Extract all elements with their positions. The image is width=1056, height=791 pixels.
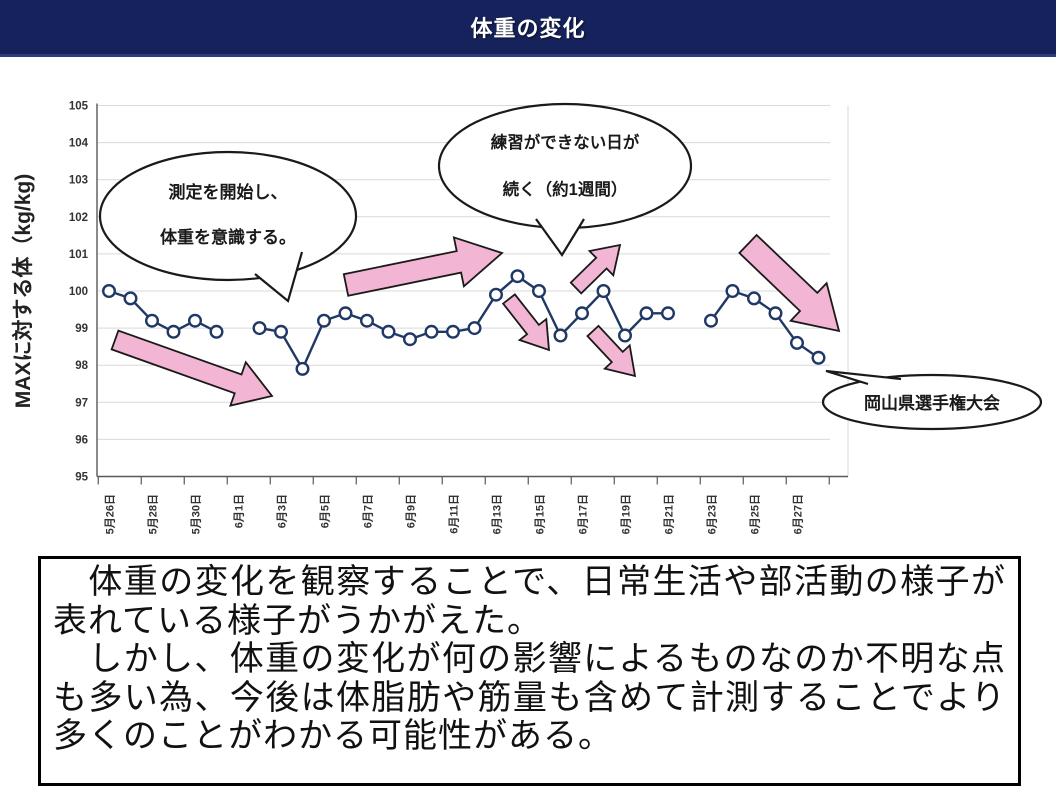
data-point — [403, 332, 418, 347]
data-point — [790, 335, 805, 350]
weight-series — [101, 269, 826, 376]
callout-start-measurement: 測定を開始し、 体重を意識する。 — [98, 150, 358, 303]
x-tick-label: 6月23日 — [706, 494, 719, 534]
data-point — [618, 328, 633, 343]
callout-bubble — [821, 373, 1043, 431]
y-tick-label: 98 — [75, 360, 88, 372]
y-tick-label: 96 — [75, 434, 88, 446]
callout-bubble — [98, 150, 358, 282]
trend-arrow-down-2 — [501, 293, 551, 352]
data-point — [575, 306, 590, 321]
x-tick-label: 5月30日 — [190, 494, 203, 534]
weight-chart: 105 104 103 102 101 100 99 98 97 96 95 5月26日 5月28日 5… — [0, 85, 1056, 555]
data-point — [553, 328, 568, 343]
callout-text-line: 続く（約1週間） — [503, 179, 628, 199]
data-point — [446, 324, 461, 339]
data-point — [747, 291, 762, 306]
x-tick-label: 6月3日 — [276, 494, 289, 528]
y-tick-label: 103 — [69, 175, 88, 187]
y-tick-label: 104 — [69, 138, 89, 150]
data-point — [360, 313, 375, 328]
data-point — [252, 321, 267, 336]
data-point — [424, 324, 439, 339]
x-tick-label: 6月7日 — [362, 494, 375, 528]
data-point — [166, 324, 181, 339]
x-tick-label: 6月15日 — [534, 494, 547, 534]
data-point — [532, 283, 547, 298]
data-point — [768, 306, 783, 321]
data-point — [704, 313, 719, 328]
data-point — [274, 324, 289, 339]
y-tick-label: 97 — [75, 397, 88, 409]
callout-no-practice: 練習ができない日が 続く（約1週間） — [437, 102, 693, 257]
x-tick-label: 6月19日 — [620, 494, 633, 534]
data-point — [295, 361, 310, 376]
y-tick-label: 101 — [69, 249, 89, 261]
data-point — [317, 313, 332, 328]
data-point — [661, 306, 676, 321]
data-point — [467, 321, 482, 336]
slide-title: 体重の変化 — [470, 16, 586, 41]
y-tick-label: 100 — [69, 286, 88, 298]
data-point — [811, 350, 826, 365]
y-tick-label: 95 — [75, 472, 88, 484]
x-tick-labels: 5月26日 5月28日 5月30日 6月1日 6月3日 6月5日 6月7日 6月9日 6月11日… — [104, 494, 805, 534]
y-tick-label: 102 — [69, 212, 88, 224]
data-point — [209, 324, 224, 339]
x-tick-label: 6月17日 — [577, 494, 590, 534]
trend-arrow-down-3 — [586, 324, 637, 378]
data-point — [639, 306, 654, 321]
trend-arrow-up-2 — [569, 243, 622, 295]
y-tick-label: 99 — [75, 323, 88, 335]
x-tick-label: 6月1日 — [233, 494, 246, 528]
x-tick-label: 6月5日 — [319, 494, 332, 528]
x-tick-label: 5月28日 — [147, 494, 160, 534]
trend-arrow-down-4 — [738, 233, 841, 333]
callout-bubble — [437, 102, 693, 230]
x-tick-label: 6月13日 — [491, 494, 504, 534]
x-tick-label: 6月21日 — [663, 494, 676, 534]
x-tick-label: 6月27日 — [792, 494, 805, 534]
data-point — [338, 306, 353, 321]
data-point — [489, 287, 504, 302]
callout-tournament: 岡山県選手権大会 — [821, 369, 1043, 431]
axes — [96, 103, 848, 485]
callout-text-line: 測定を開始し、 — [169, 182, 288, 202]
x-tick-label: 5月26日 — [104, 494, 117, 534]
trend-arrow-up-1 — [342, 236, 504, 297]
slide-title-bar: 体重の変化 — [0, 0, 1056, 57]
callout-tail — [825, 369, 902, 386]
summary-text-box: 体重の変化を観察することで、日常生活や部活動の様子が表れている様子がうかがえた。… — [38, 556, 1021, 786]
x-tick-label: 6月9日 — [405, 494, 418, 528]
x-tick-label: 6月25日 — [749, 494, 762, 534]
data-point — [123, 291, 138, 306]
y-tick-labels: 105 104 103 102 101 100 99 98 97 96 95 — [69, 101, 89, 484]
data-point — [144, 313, 159, 328]
trend-arrows — [110, 233, 841, 407]
callout-text-line: 岡山県選手権大会 — [864, 393, 1000, 413]
callout-text-line: 練習ができない日が — [491, 132, 640, 152]
summary-paragraph: 体重の変化を観察することで、日常生活や部活動の様子が表れている様子がうかがえた。 — [53, 563, 1006, 640]
data-point — [725, 283, 740, 298]
callout-tail — [254, 251, 304, 303]
y-tick-label: 105 — [69, 101, 89, 113]
y-axis-title: MAXに対する体（kg/kg) — [11, 174, 35, 409]
callout-tail — [535, 218, 585, 257]
x-tick-label: 6月11日 — [448, 494, 461, 534]
data-point — [101, 283, 116, 298]
data-point — [510, 269, 525, 284]
data-point — [381, 324, 396, 339]
data-point — [596, 283, 611, 298]
summary-paragraph: しかし、体重の変化が何の影響によるものなのか不明な点も多い為、今後は体脂肪や筋量… — [53, 640, 1006, 755]
callout-text-line: 体重を意識する。 — [160, 227, 296, 247]
trend-arrow-down-1 — [110, 329, 274, 407]
data-point — [187, 313, 202, 328]
